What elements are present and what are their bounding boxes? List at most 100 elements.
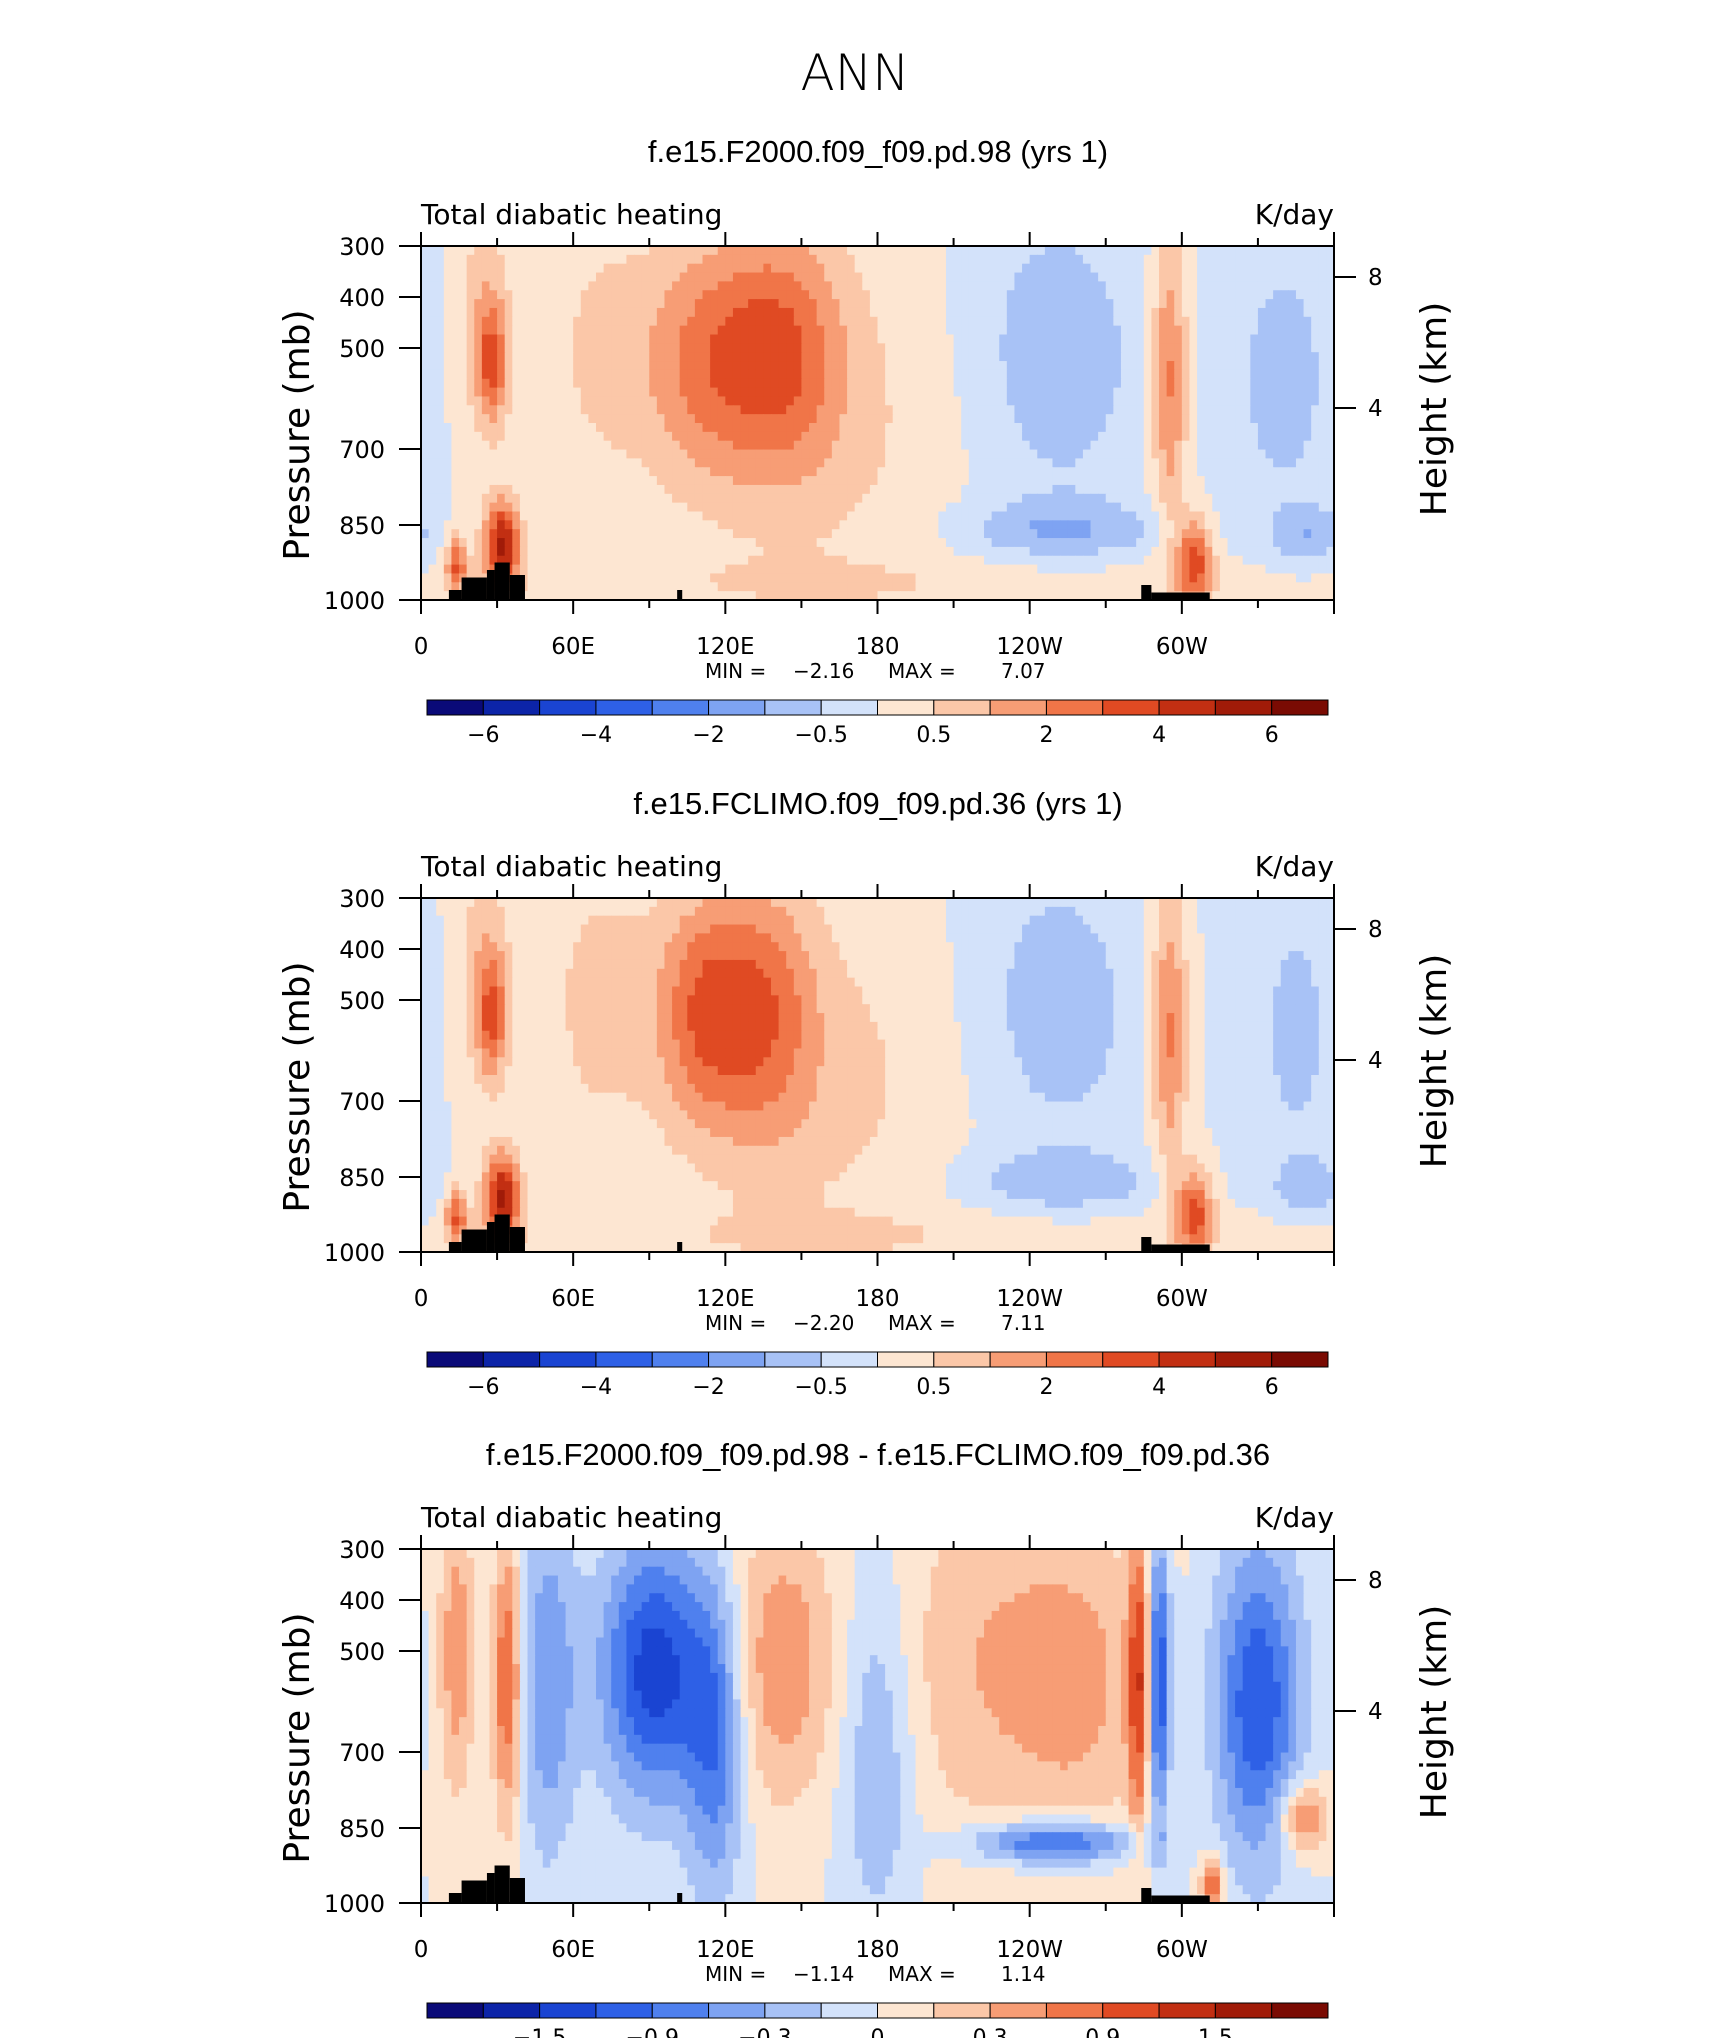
heatmap-cell — [656, 449, 666, 459]
heatmap-cell — [557, 546, 567, 557]
heatmap-cell — [1318, 396, 1327, 406]
heatmap-cell — [809, 254, 818, 265]
heatmap-cell — [1189, 290, 1198, 300]
heatmap-cell — [839, 254, 848, 265]
heatmap-cell — [1181, 458, 1191, 468]
heatmap-cell — [588, 591, 597, 601]
heatmap-cell — [1181, 484, 1191, 495]
heatmap-cell — [1159, 449, 1168, 459]
heatmap-cell — [588, 369, 597, 380]
heatmap-cell — [725, 290, 734, 300]
heatmap-cell — [512, 254, 521, 265]
heatmap-cell — [1014, 493, 1023, 504]
heatmap-cell — [710, 263, 719, 274]
heatmap-cell — [809, 378, 818, 389]
heatmap-cell — [748, 467, 757, 477]
heatmap-cell — [694, 476, 704, 486]
heatmap-cell — [869, 352, 879, 362]
heatmap-cell — [1273, 396, 1282, 406]
heatmap-cell — [649, 431, 658, 442]
heatmap-cell — [809, 511, 818, 521]
heatmap-cell — [679, 352, 688, 362]
heatmap-cell — [1295, 538, 1305, 548]
heatmap-cell — [519, 369, 529, 380]
heatmap-cell — [573, 493, 582, 504]
heatmap-cell — [786, 414, 795, 424]
heatmap-cell — [999, 449, 1008, 459]
heatmap-cell — [428, 898, 437, 908]
heatmap-cell — [1060, 334, 1069, 344]
heatmap-cell — [710, 307, 719, 318]
heatmap-cell — [481, 334, 491, 344]
heatmap-cell — [474, 511, 483, 521]
heatmap-cell — [664, 511, 673, 521]
heatmap-cell — [991, 325, 1000, 336]
heatmap-cell — [535, 529, 544, 539]
heatmap-cell — [1044, 573, 1054, 583]
heatmap-cell — [847, 263, 856, 274]
heatmap-cell — [611, 564, 620, 575]
heatmap-cell — [892, 254, 901, 265]
heatmap-cell — [603, 272, 612, 282]
heatmap-cell — [519, 378, 529, 389]
heatmap-cell — [1090, 307, 1099, 318]
heatmap-cell — [535, 431, 544, 442]
heatmap-cell — [649, 476, 658, 486]
heatmap-cell — [1235, 352, 1244, 362]
heatmap-cell — [755, 396, 764, 406]
heatmap-cell — [984, 307, 993, 318]
heatmap-cell — [634, 898, 643, 908]
colorbar-label: 6 — [1265, 723, 1279, 748]
heatmap-cell — [1212, 449, 1221, 459]
heatmap-cell — [877, 520, 886, 530]
heatmap-cell — [1136, 378, 1145, 389]
heatmap-cell — [634, 246, 643, 256]
heatmap-cell — [915, 511, 924, 521]
heatmap-cell — [1250, 352, 1259, 362]
heatmap-cell — [1265, 281, 1274, 291]
heatmap-cell — [656, 246, 666, 256]
heatmap-cell — [497, 369, 506, 380]
heatmap-cell — [1022, 591, 1031, 601]
heatmap-cell — [436, 299, 445, 309]
heatmap-cell — [1265, 573, 1274, 583]
heatmap-cell — [1166, 546, 1175, 557]
heatmap-cell — [968, 361, 978, 371]
heatmap-cell — [626, 555, 635, 566]
heatmap-cell — [763, 538, 772, 548]
heatmap-cell — [672, 520, 681, 530]
heatmap-cell — [847, 272, 856, 282]
heatmap-cell — [763, 520, 772, 530]
heatmap-cell — [1052, 898, 1061, 908]
heatmap-cell — [885, 272, 894, 282]
heatmap-cell — [1212, 281, 1221, 291]
heatmap-cell — [801, 493, 810, 504]
heatmap-cell — [1318, 299, 1327, 309]
heatmap-cell — [1204, 352, 1213, 362]
heatmap-cell — [1257, 440, 1267, 451]
heatmap-cell — [1128, 414, 1137, 424]
heatmap-cell — [793, 555, 803, 566]
heatmap-cell — [466, 458, 475, 468]
heatmap-cell — [793, 246, 803, 256]
heatmap-cell — [907, 898, 917, 908]
heatmap-cell — [999, 467, 1008, 477]
heatmap-cell — [877, 538, 886, 548]
heatmap-cell — [725, 263, 734, 274]
heatmap-cell — [679, 440, 688, 451]
heatmap-cell — [618, 334, 628, 344]
heatmap-cell — [1197, 520, 1206, 530]
heatmap-cell — [1235, 396, 1244, 406]
heatmap-cell — [1044, 396, 1054, 406]
heatmap-cell — [634, 502, 643, 513]
heatmap-cell — [580, 361, 589, 371]
heatmap-cell — [1120, 387, 1130, 398]
heatmap-cell — [1128, 440, 1137, 451]
heatmap-cell — [1288, 511, 1297, 521]
heatmap-cell — [915, 591, 924, 601]
heatmap-cell — [1204, 290, 1213, 300]
heatmap-cell — [717, 529, 726, 539]
heatmap-cell — [1143, 502, 1152, 513]
heatmap-cell — [945, 431, 955, 442]
x-tick-label: 120E — [696, 634, 754, 660]
